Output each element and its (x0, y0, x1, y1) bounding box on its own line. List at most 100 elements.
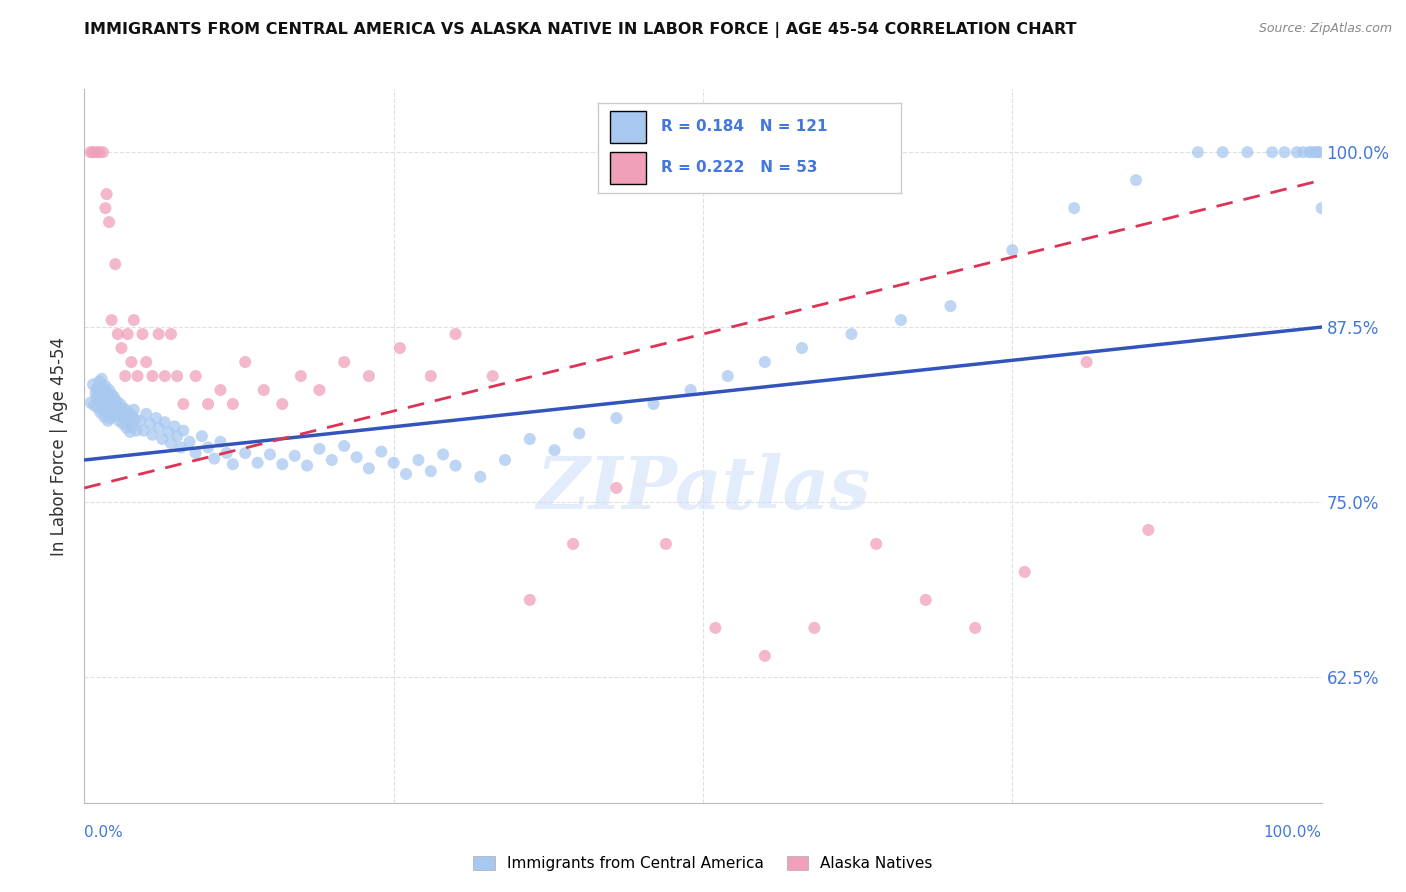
Point (295, 458, 318, 473)
Point (346, 450, 368, 465)
Point (115, 421, 138, 435)
Point (105, 394, 128, 409)
Point (333, 355, 356, 369)
Point (1076, 355, 1098, 369)
Point (89, 145, 111, 160)
Point (91, 400, 114, 414)
Point (1305, 145, 1327, 160)
Point (754, 648, 776, 663)
Point (98, 402, 121, 417)
Point (215, 446, 238, 460)
Point (96, 187, 118, 202)
Point (79, 145, 101, 160)
Point (101, 397, 124, 411)
Point (114, 411, 136, 425)
Point (1001, 243, 1024, 257)
Point (132, 424, 155, 438)
Point (444, 327, 467, 342)
Point (124, 412, 146, 426)
Point (91, 380, 114, 394)
Point (1137, 523, 1160, 537)
Point (93, 409, 115, 424)
Point (395, 467, 418, 481)
Point (271, 397, 294, 411)
Point (89, 405, 111, 419)
Point (98, 392, 121, 406)
Point (494, 453, 516, 467)
Point (79, 395, 101, 409)
Point (108, 414, 131, 428)
Point (86, 145, 108, 160)
Point (841, 327, 863, 342)
Point (111, 417, 134, 431)
Point (419, 464, 441, 478)
Point (172, 424, 194, 438)
Point (82, 145, 104, 160)
Point (97, 394, 120, 409)
Point (1301, 145, 1323, 160)
Point (605, 481, 627, 495)
Point (84, 385, 107, 400)
Point (222, 397, 245, 411)
Point (803, 621, 825, 635)
Point (145, 411, 167, 425)
Point (184, 446, 207, 460)
Point (1212, 145, 1234, 160)
Point (89, 375, 111, 389)
Point (148, 421, 170, 435)
Point (259, 447, 281, 461)
Point (104, 408, 127, 422)
Point (110, 397, 132, 411)
Point (100, 313, 122, 327)
Point (153, 415, 176, 429)
Point (131, 327, 153, 342)
Point (166, 429, 188, 443)
Point (135, 355, 157, 369)
Y-axis label: In Labor Force | Age 45-54: In Labor Force | Age 45-54 (51, 336, 69, 556)
Text: Source: ZipAtlas.com: Source: ZipAtlas.com (1258, 22, 1392, 36)
Point (890, 313, 912, 327)
Point (91, 145, 114, 160)
Point (120, 355, 142, 369)
Point (643, 397, 665, 411)
Text: 100.0%: 100.0% (1264, 825, 1322, 840)
Point (1125, 173, 1147, 187)
Point (790, 341, 813, 355)
Point (939, 299, 962, 313)
Point (110, 341, 132, 355)
Point (148, 327, 170, 342)
Point (96, 404, 118, 418)
Point (82, 377, 104, 392)
Point (519, 432, 541, 446)
Point (104, 400, 127, 414)
Point (114, 369, 136, 384)
Point (117, 404, 139, 418)
Point (382, 456, 405, 470)
Point (543, 443, 565, 458)
Point (98, 383, 121, 397)
Point (87, 401, 110, 416)
Point (1274, 145, 1296, 160)
Point (1298, 145, 1320, 160)
Point (1306, 145, 1329, 160)
Point (679, 383, 702, 397)
Point (333, 439, 356, 453)
Point (568, 426, 591, 441)
Point (1236, 145, 1258, 160)
Point (519, 593, 541, 607)
Point (90, 392, 112, 407)
Point (170, 441, 193, 455)
Point (233, 355, 256, 369)
Point (127, 369, 149, 384)
Point (1187, 145, 1209, 160)
Point (562, 537, 585, 551)
Point (470, 470, 492, 484)
Point (191, 429, 214, 443)
Point (432, 447, 454, 461)
Point (125, 424, 148, 438)
Point (103, 390, 125, 404)
Point (754, 355, 776, 369)
Point (122, 402, 145, 417)
Point (160, 327, 183, 342)
Point (94, 201, 117, 215)
